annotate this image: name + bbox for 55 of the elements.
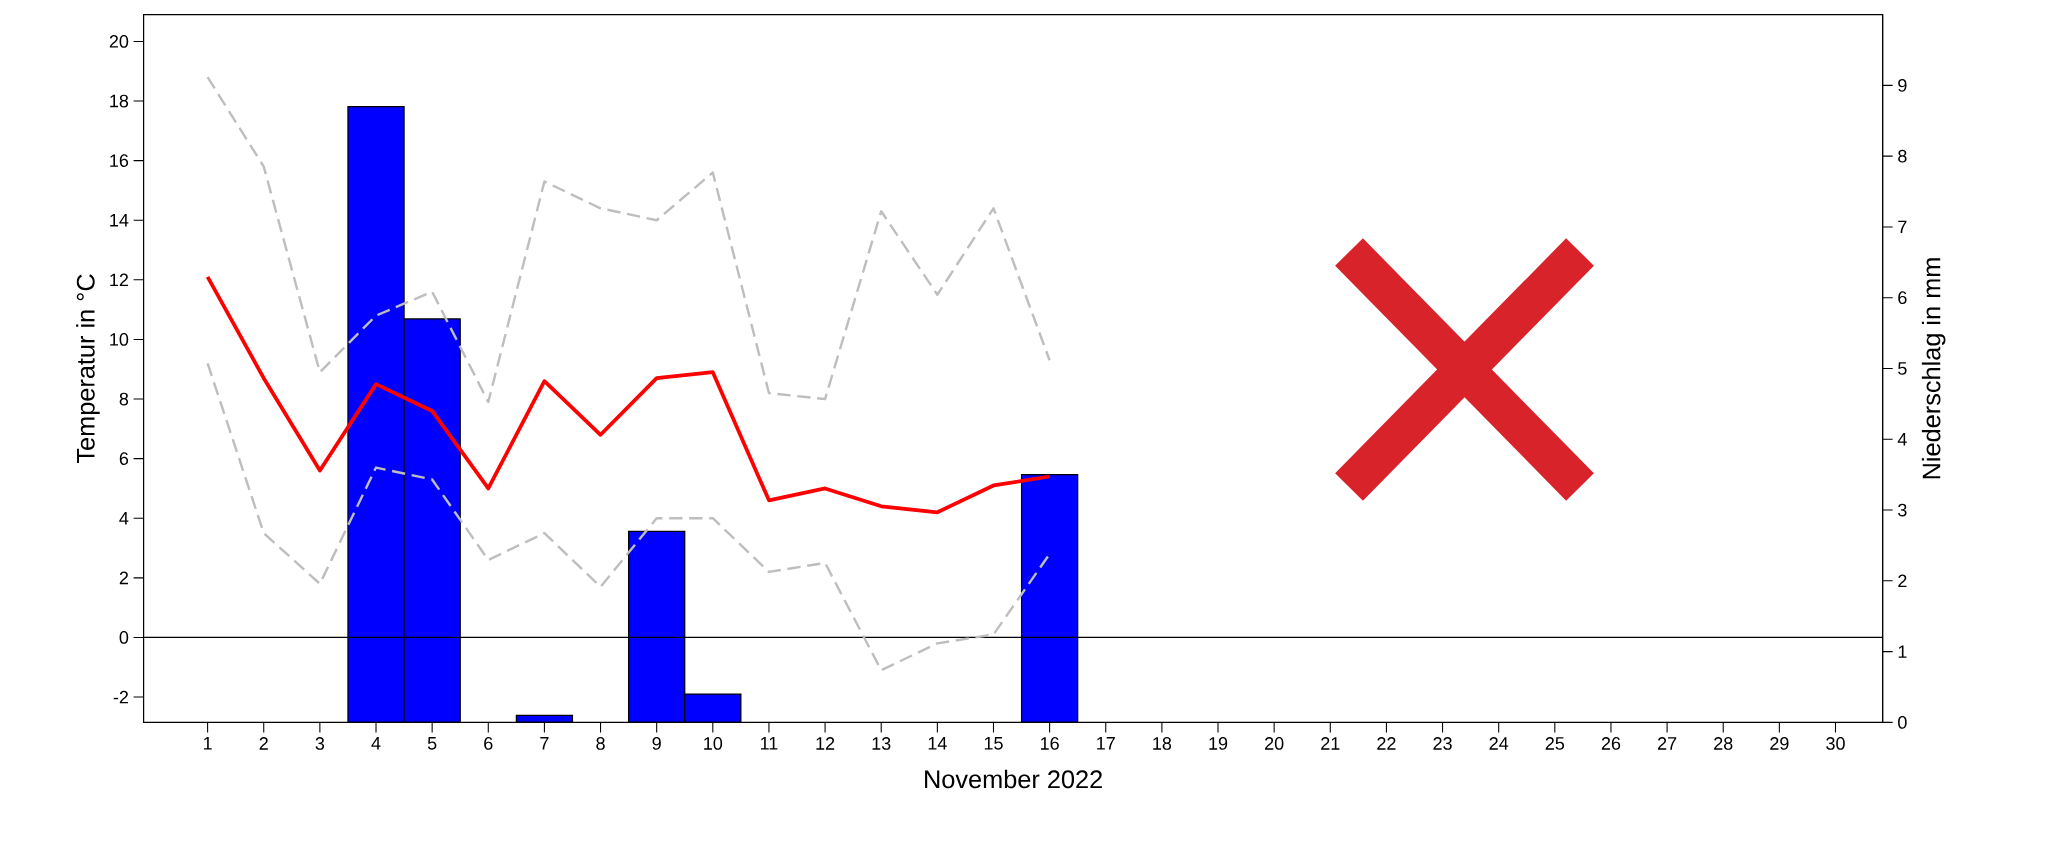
x-tick-label: 17 (1097, 737, 1115, 750)
y-tick-label: 16 (110, 154, 129, 167)
x-tick-label: 26 (1601, 737, 1621, 750)
y-tick-label: -2 (113, 690, 129, 704)
y2-tick-label: 5 (1898, 362, 1907, 375)
x-tick-label: 25 (1545, 737, 1565, 750)
x-axis-title: November 2022 (925, 769, 1102, 789)
x-tick-label: 18 (1153, 737, 1172, 750)
x-tick-label: 24 (1489, 737, 1509, 750)
x-tick-label: 23 (1433, 737, 1452, 750)
y-tick-label: 18 (110, 94, 129, 108)
y2-tick-label: 9 (1898, 78, 1907, 92)
y-tick-label: 20 (109, 35, 129, 48)
y2-axis-title: Niederschlag in mm (1921, 258, 1946, 479)
y2-tick-label: 1 (1898, 645, 1907, 658)
x-tick-label: 30 (1826, 737, 1845, 750)
y2-tick-label: 7 (1898, 220, 1907, 234)
x-tick-label: 9 (652, 737, 661, 750)
x-tick-label: 15 (984, 737, 1003, 750)
x-tick-label: 1 (203, 737, 212, 750)
y-tick-label: 2 (119, 571, 129, 585)
x-tick-label: 4 (371, 737, 381, 750)
x-tick-label: 20 (1265, 737, 1284, 750)
x-tick-label: 14 (928, 737, 947, 750)
y-axis-title: Temperatur in °C (76, 274, 100, 464)
y-tick-label: 14 (110, 214, 129, 227)
x-tick-label: 21 (1321, 737, 1340, 750)
y2-tick-label: 3 (1898, 503, 1907, 517)
x-tick-label: 5 (427, 737, 437, 750)
x-tick-label: 11 (760, 737, 778, 750)
x-tick-label: 8 (596, 737, 605, 750)
x-tick-label: 6 (484, 737, 493, 750)
y2-tick-label: 4 (1897, 433, 1907, 446)
x-tick-label: 7 (540, 737, 549, 750)
x-tick-label: 27 (1657, 737, 1677, 750)
y-tick-label: 4 (119, 512, 129, 525)
y2-tick-label: 2 (1898, 574, 1907, 588)
y-tick-label: 12 (110, 273, 129, 287)
x-tick-label: 19 (1209, 737, 1228, 750)
x-tick-label: 22 (1377, 737, 1396, 750)
y2-tick-label: 8 (1898, 149, 1907, 163)
x-tick-label: 16 (1040, 737, 1059, 750)
x-tick-label: 13 (872, 737, 891, 750)
x-tick-label: 28 (1714, 737, 1733, 750)
y2-tick-label: 0 (1898, 716, 1907, 729)
y-tick-label: 10 (110, 333, 129, 346)
x-tick-label: 10 (704, 737, 723, 750)
y-tick-label: 6 (119, 452, 129, 465)
x-tick-label: 29 (1770, 737, 1789, 750)
x-tick-label: 3 (315, 737, 325, 750)
y-tick-label: 8 (119, 392, 129, 406)
y2-tick-label: 6 (1898, 291, 1907, 305)
x-tick-label: 12 (816, 737, 835, 750)
x-tick-label: 2 (259, 737, 268, 750)
y-tick-label: 0 (119, 631, 129, 644)
